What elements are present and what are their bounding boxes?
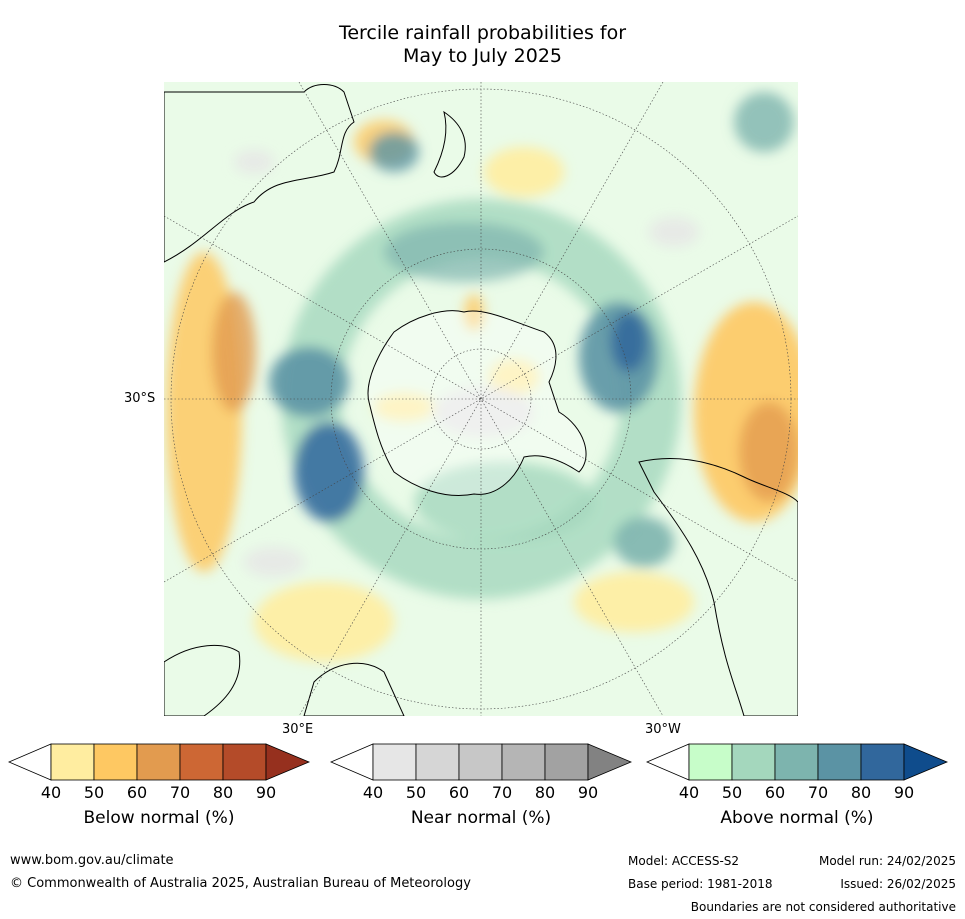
near-colorbar-high-arrow bbox=[587, 743, 632, 781]
lon-30w-label: 30°W bbox=[645, 722, 681, 737]
bom-url[interactable]: www.bom.gov.au/climate bbox=[10, 853, 174, 868]
disclaimer-text: Boundaries are not considered authoritat… bbox=[690, 900, 956, 914]
lon-30e-label: 30°E bbox=[282, 722, 314, 737]
map-title-line2: May to July 2025 bbox=[403, 45, 562, 67]
near-normal-title: Near normal (%) bbox=[410, 808, 552, 828]
below-tick-label: 40 bbox=[40, 783, 62, 802]
south-america-coastline bbox=[638, 458, 798, 716]
base-period-text: Base period: 1981-2018 bbox=[628, 877, 773, 891]
below-colorbar-segment bbox=[222, 743, 267, 781]
near-tick-label: 60 bbox=[448, 783, 470, 802]
near-tick-label: 40 bbox=[362, 783, 384, 802]
model-run-text: Model run: 24/02/2025 bbox=[818, 854, 956, 868]
near-colorbar-segment bbox=[501, 743, 546, 781]
above-colorbar-low-arrow bbox=[646, 743, 690, 781]
above-tick-label: 90 bbox=[893, 783, 915, 802]
below-normal-title: Below normal (%) bbox=[83, 808, 235, 828]
polar-probability-map bbox=[164, 82, 798, 716]
above-normal-colorbar bbox=[646, 743, 948, 781]
above-tick-label: 50 bbox=[721, 783, 743, 802]
below-normal-colorbar bbox=[8, 743, 310, 781]
near-tick-label: 90 bbox=[577, 783, 599, 802]
australia-coastline bbox=[164, 84, 355, 263]
above-colorbar-segment bbox=[817, 743, 862, 781]
below-tick-label: 90 bbox=[255, 783, 277, 802]
lat-30s-label: 30°S bbox=[124, 391, 156, 406]
below-tick-label: 70 bbox=[169, 783, 191, 802]
below-colorbar-segment bbox=[136, 743, 181, 781]
below-colorbar-segment bbox=[93, 743, 138, 781]
map-title-line1: Tercile rainfall probabilities for bbox=[338, 22, 627, 44]
near-colorbar-segment bbox=[372, 743, 417, 781]
copyright-text: © Commonwealth of Australia 2025, Austra… bbox=[10, 876, 471, 891]
below-normal-ticks: 40 50 60 70 80 90 bbox=[8, 783, 310, 803]
africa-coastline bbox=[164, 644, 405, 716]
issued-text: Issued: 26/02/2025 bbox=[840, 877, 956, 891]
model-text: Model: ACCESS-S2 bbox=[628, 854, 740, 868]
near-colorbar-segment bbox=[458, 743, 503, 781]
above-colorbar-segment bbox=[860, 743, 905, 781]
above-colorbar-high-arrow bbox=[903, 743, 948, 781]
antarctica-coastline bbox=[367, 310, 587, 496]
near-tick-label: 50 bbox=[405, 783, 427, 802]
above-normal-ticks: 40 50 60 70 80 90 bbox=[646, 783, 948, 803]
above-tick-label: 70 bbox=[807, 783, 829, 802]
below-colorbar-low-arrow bbox=[8, 743, 52, 781]
above-normal-title: Above normal (%) bbox=[720, 808, 874, 828]
above-tick-label: 80 bbox=[850, 783, 872, 802]
below-colorbar-high-arrow bbox=[265, 743, 310, 781]
near-tick-label: 80 bbox=[534, 783, 556, 802]
below-colorbar-segment bbox=[50, 743, 95, 781]
near-tick-label: 70 bbox=[491, 783, 513, 802]
graticule bbox=[164, 82, 798, 716]
below-colorbar-segment bbox=[179, 743, 224, 781]
near-colorbar-segment bbox=[415, 743, 460, 781]
near-colorbar-segment bbox=[544, 743, 589, 781]
above-tick-label: 40 bbox=[678, 783, 700, 802]
new-zealand-coastline bbox=[433, 110, 466, 178]
below-tick-label: 60 bbox=[126, 783, 148, 802]
below-tick-label: 50 bbox=[83, 783, 105, 802]
near-normal-ticks: 40 50 60 70 80 90 bbox=[330, 783, 632, 803]
near-colorbar-low-arrow bbox=[330, 743, 374, 781]
near-normal-colorbar bbox=[330, 743, 632, 781]
above-tick-label: 60 bbox=[764, 783, 786, 802]
above-colorbar-segment bbox=[688, 743, 733, 781]
below-tick-label: 80 bbox=[212, 783, 234, 802]
above-colorbar-segment bbox=[731, 743, 776, 781]
above-colorbar-segment bbox=[774, 743, 819, 781]
